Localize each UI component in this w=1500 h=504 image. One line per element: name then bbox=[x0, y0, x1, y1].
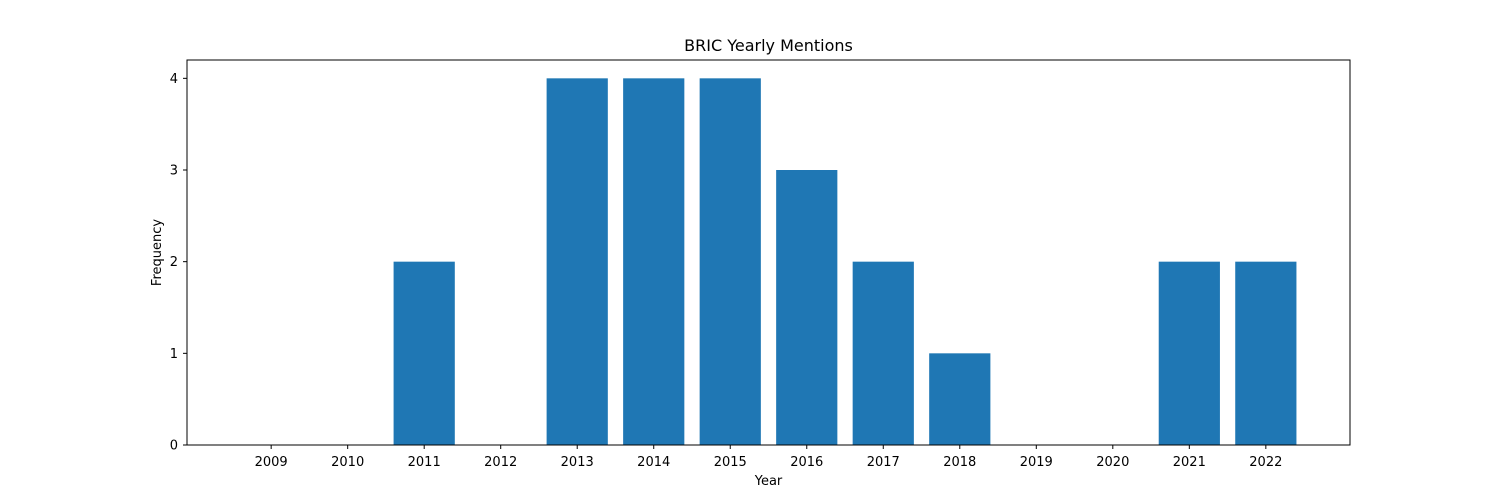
x-tick-label: 2017 bbox=[867, 455, 900, 470]
x-tick-label: 2009 bbox=[255, 455, 288, 470]
x-tick-label: 2019 bbox=[1020, 455, 1053, 470]
y-tick-label: 4 bbox=[170, 72, 178, 87]
x-axis-label: Year bbox=[754, 474, 783, 489]
x-tick-label: 2018 bbox=[943, 455, 976, 470]
bar-2014 bbox=[623, 78, 685, 445]
x-tick-label: 2021 bbox=[1173, 455, 1206, 470]
bar-2017 bbox=[852, 261, 914, 445]
x-tick-label: 2022 bbox=[1249, 455, 1282, 470]
plot-area-frame bbox=[186, 59, 1351, 446]
chart-title: BRIC Yearly Mentions bbox=[684, 36, 853, 55]
x-tick-label: 2016 bbox=[790, 455, 823, 470]
y-tick-label: 2 bbox=[170, 255, 178, 270]
bar-2015 bbox=[699, 78, 761, 445]
y-axis-label: Frequency bbox=[150, 219, 165, 286]
x-tick-label: 2020 bbox=[1096, 455, 1129, 470]
y-tick-label: 3 bbox=[170, 164, 178, 179]
bar-2016 bbox=[776, 170, 838, 445]
x-tick-label: 2015 bbox=[714, 455, 747, 470]
bar-2021 bbox=[1158, 261, 1220, 445]
bar-2011 bbox=[393, 261, 455, 445]
axes-layer bbox=[186, 59, 1351, 446]
y-tick-label: 1 bbox=[170, 347, 178, 362]
y-axis-ticks: 0 1 2 3 4 bbox=[170, 72, 187, 454]
bar-2018 bbox=[929, 353, 991, 445]
y-tick-label: 0 bbox=[170, 439, 178, 454]
x-tick-label: 2010 bbox=[331, 455, 364, 470]
bar-2013 bbox=[546, 78, 608, 445]
x-axis-ticks: 2009 2010 2011 2012 2013 2014 2015 2016 2017 2018… bbox=[255, 445, 1282, 470]
x-tick-label: 2013 bbox=[561, 455, 594, 470]
x-tick-label: 2014 bbox=[637, 455, 670, 470]
x-tick-label: 2012 bbox=[484, 455, 517, 470]
x-tick-label: 2011 bbox=[408, 455, 441, 470]
bar-2022 bbox=[1235, 261, 1297, 445]
bars-layer bbox=[393, 78, 1297, 445]
